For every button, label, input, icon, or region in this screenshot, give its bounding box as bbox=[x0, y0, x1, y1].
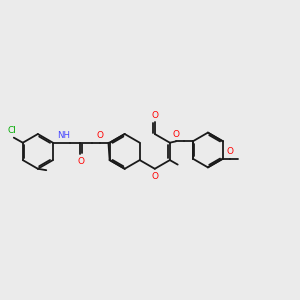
Text: O: O bbox=[151, 111, 158, 120]
Text: O: O bbox=[172, 130, 179, 139]
Text: O: O bbox=[151, 172, 158, 181]
Text: O: O bbox=[226, 147, 233, 156]
Text: O: O bbox=[77, 157, 84, 166]
Text: Cl: Cl bbox=[8, 126, 17, 135]
Text: O: O bbox=[97, 131, 104, 140]
Text: NH: NH bbox=[57, 131, 70, 140]
